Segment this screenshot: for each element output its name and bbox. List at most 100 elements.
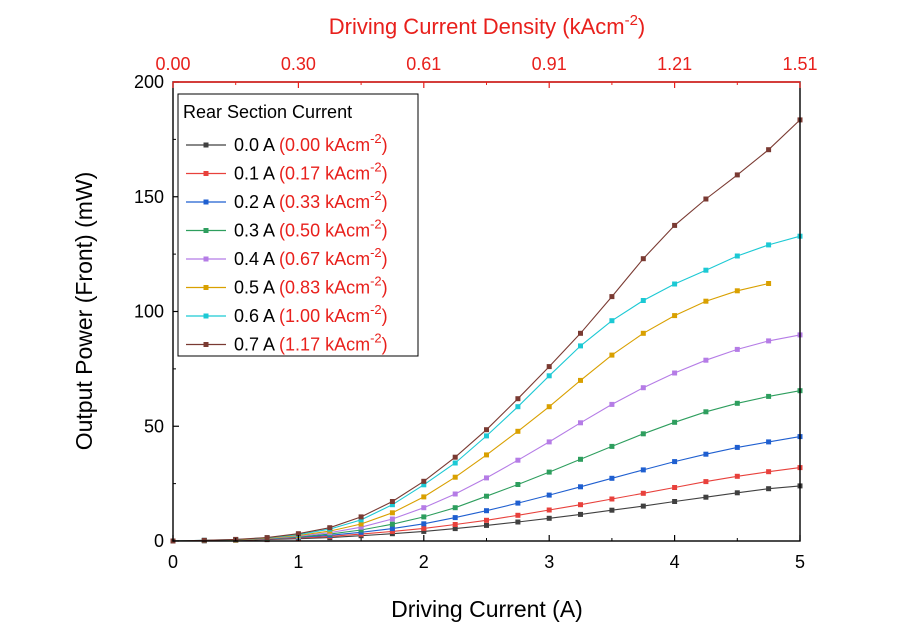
data-point bbox=[672, 419, 678, 425]
data-point bbox=[640, 490, 646, 496]
data-point bbox=[640, 298, 646, 303]
legend-density-close: ) bbox=[382, 221, 388, 241]
data-point bbox=[421, 521, 427, 527]
y-tick-label: 150 bbox=[134, 187, 164, 207]
data-point bbox=[766, 439, 772, 445]
data-point bbox=[578, 484, 583, 490]
data-point bbox=[201, 537, 207, 543]
data-point bbox=[640, 467, 646, 473]
data-point bbox=[703, 494, 709, 500]
data-point bbox=[703, 196, 709, 202]
legend-label: 0.7 A (1.17 kAcm-2) bbox=[234, 331, 388, 355]
legend-label: 0.4 A (0.67 kAcm-2) bbox=[234, 245, 388, 269]
data-point bbox=[609, 475, 615, 481]
data-point bbox=[515, 512, 521, 518]
top-axis-label-close: ) bbox=[638, 14, 645, 39]
data-point bbox=[640, 385, 646, 391]
data-point bbox=[515, 404, 521, 410]
data-point bbox=[766, 281, 772, 286]
data-point bbox=[515, 482, 521, 487]
data-point bbox=[421, 478, 427, 484]
legend-density-close: ) bbox=[382, 135, 388, 155]
data-point bbox=[421, 505, 427, 511]
legend-density-sup: -2 bbox=[370, 188, 382, 203]
legend-label: 0.0 A (0.00 kAcm-2) bbox=[234, 131, 388, 155]
y-tick-label: 200 bbox=[134, 72, 164, 92]
data-point bbox=[546, 364, 552, 370]
data-point bbox=[578, 330, 583, 336]
data-point bbox=[452, 491, 458, 497]
data-point bbox=[578, 377, 583, 383]
legend-current: 0.3 A bbox=[234, 221, 279, 241]
data-point bbox=[546, 515, 552, 521]
data-point bbox=[640, 431, 646, 437]
legend-marker bbox=[203, 256, 209, 262]
legend-density: (1.17 kAcm bbox=[279, 335, 370, 355]
data-point bbox=[734, 473, 740, 479]
data-point bbox=[578, 343, 583, 349]
data-point bbox=[515, 457, 521, 463]
x-tick-label: 5 bbox=[795, 552, 805, 572]
data-point bbox=[703, 479, 709, 485]
data-point bbox=[546, 439, 552, 445]
legend-density: (0.00 kAcm bbox=[279, 135, 370, 155]
data-point bbox=[578, 502, 583, 508]
legend-density-sup: -2 bbox=[370, 131, 382, 146]
top-tick-label: 0.00 bbox=[155, 54, 190, 74]
data-point bbox=[452, 505, 458, 511]
x-tick-label: 4 bbox=[670, 552, 680, 572]
data-point bbox=[609, 496, 615, 502]
legend-density-close: ) bbox=[382, 164, 388, 184]
legend-density-close: ) bbox=[382, 335, 388, 355]
data-point bbox=[264, 535, 270, 541]
legend-density-close: ) bbox=[382, 249, 388, 269]
data-point bbox=[734, 346, 740, 352]
data-point bbox=[766, 486, 772, 492]
data-point bbox=[421, 514, 427, 520]
data-point bbox=[452, 460, 458, 466]
legend-marker bbox=[203, 142, 209, 148]
data-point bbox=[672, 222, 678, 228]
data-point bbox=[766, 147, 772, 153]
legend-current: 0.6 A bbox=[234, 306, 279, 326]
data-point bbox=[452, 522, 458, 527]
x-tick-label: 3 bbox=[544, 552, 554, 572]
data-point bbox=[389, 499, 395, 504]
data-point bbox=[484, 493, 489, 499]
data-point bbox=[484, 475, 489, 481]
legend-label: 0.5 A (0.83 kAcm-2) bbox=[234, 274, 388, 298]
data-point bbox=[484, 522, 489, 528]
data-point bbox=[703, 267, 709, 273]
data-point bbox=[358, 514, 364, 520]
legend-density: (0.17 kAcm bbox=[279, 164, 370, 184]
top-axis-label-text: Driving Current Density (kAcm bbox=[329, 14, 625, 39]
legend-current: 0.2 A bbox=[234, 192, 279, 212]
top-axis-label: Driving Current Density (kAcm-2) bbox=[329, 12, 646, 39]
legend: Rear Section Current 0.0 A (0.00 kAcm-2)… bbox=[177, 93, 419, 357]
legend-marker bbox=[203, 313, 209, 319]
data-point bbox=[546, 373, 552, 379]
data-point bbox=[766, 242, 772, 248]
data-point bbox=[734, 490, 740, 496]
data-point bbox=[672, 313, 678, 319]
data-point bbox=[358, 521, 364, 527]
legend-density: (0.50 kAcm bbox=[279, 221, 370, 241]
legend-marker bbox=[203, 228, 209, 233]
data-point bbox=[452, 474, 458, 480]
data-point bbox=[484, 427, 489, 433]
legend-label: 0.3 A (0.50 kAcm-2) bbox=[234, 217, 388, 241]
data-point bbox=[484, 433, 489, 439]
data-point bbox=[672, 459, 678, 465]
top-tick-label: 1.21 bbox=[657, 54, 692, 74]
data-point bbox=[672, 499, 678, 504]
top-tick-label: 0.91 bbox=[532, 54, 567, 74]
legend-current: 0.7 A bbox=[234, 335, 279, 355]
data-point bbox=[515, 500, 521, 506]
data-point bbox=[609, 401, 615, 407]
legend-density: (1.00 kAcm bbox=[279, 306, 370, 326]
legend-current: 0.5 A bbox=[234, 278, 279, 298]
legend-density-sup: -2 bbox=[370, 302, 382, 317]
